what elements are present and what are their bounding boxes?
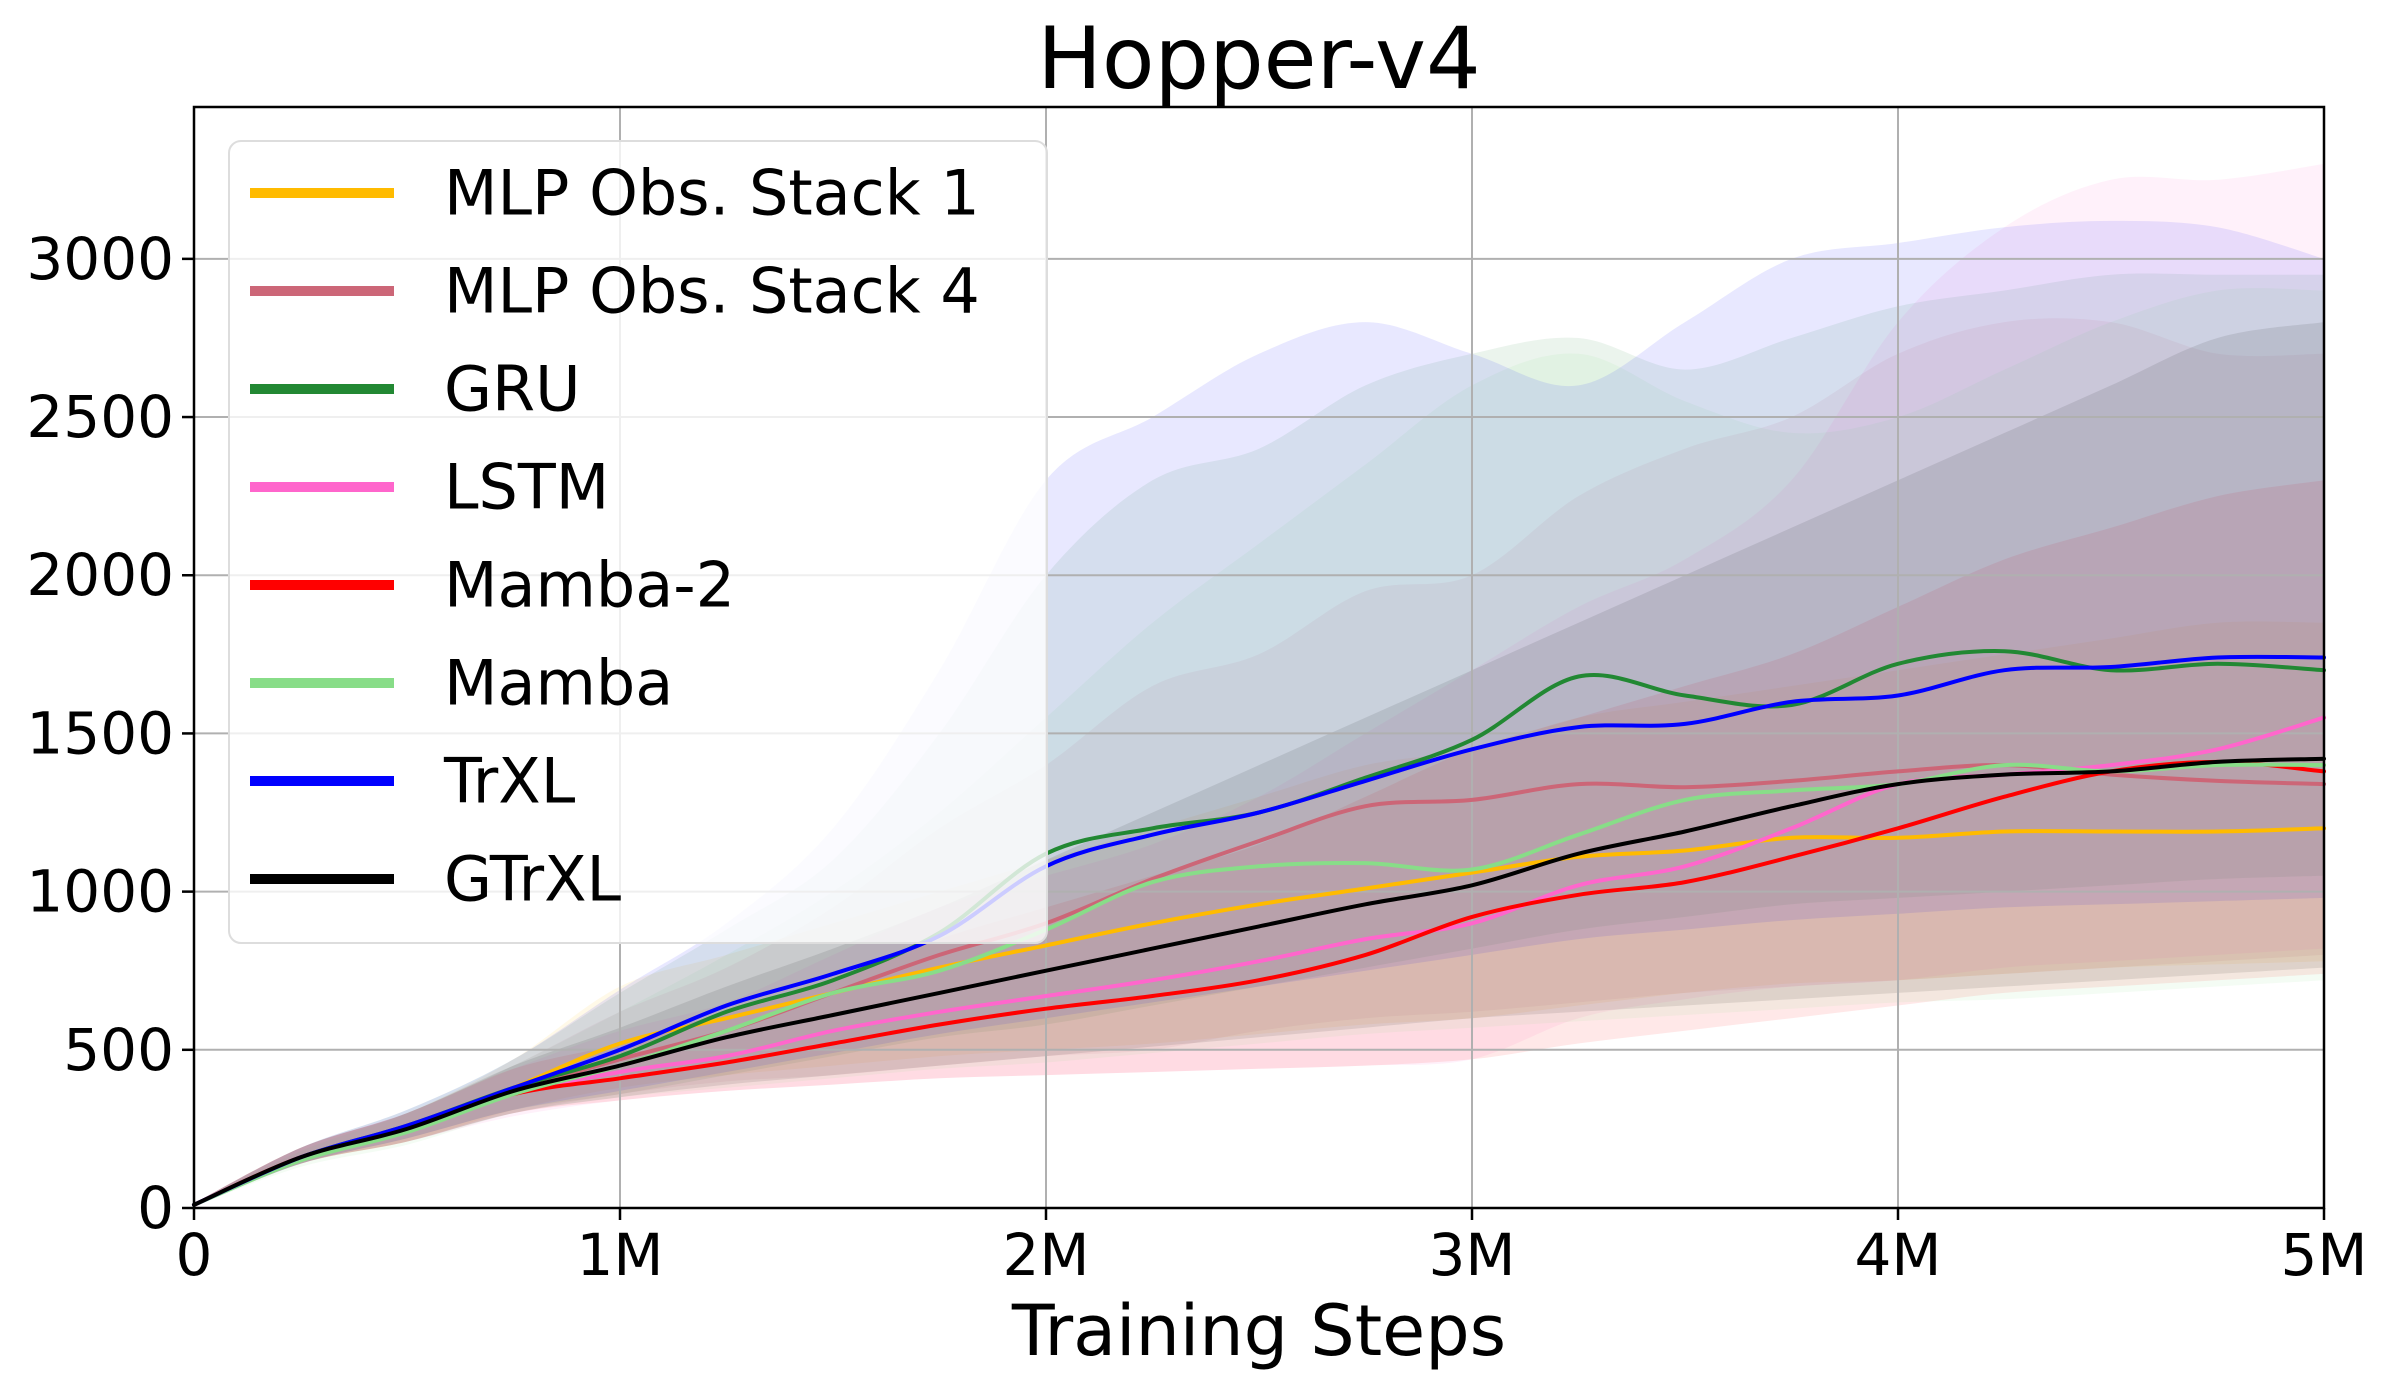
x-tick-label: 0 [176,1221,213,1289]
series-line-7 [192,756,2326,1207]
x-axis-label: Training Steps [1011,1290,1506,1372]
series-line-0 [192,826,2326,1207]
legend-label: GRU [444,353,581,426]
legend-frame [228,140,1048,944]
confidence-band-6 [194,220,2324,1207]
y-tick-label: 3000 [26,225,174,293]
series-lines [192,649,2326,1207]
confidence-band-0 [194,621,2324,1207]
legend: MLP Obs. Stack 1 MLP Obs. Stack 4 GRU LSTM M… [228,140,1048,944]
legend-label: Mamba-2 [444,549,735,622]
confidence-bands [194,163,2324,1207]
confidence-band-5 [194,288,2324,1207]
y-tick-label: 2500 [26,383,174,451]
confidence-band-4 [194,480,2324,1207]
y-tick-label: 1000 [26,858,174,926]
x-tick-label: 5M [2281,1221,2368,1289]
legend-label: LSTM [444,451,609,524]
x-tick-label: 1M [577,1221,664,1289]
confidence-band-1 [194,318,2324,1207]
y-tick-label: 1500 [26,699,174,767]
y-tick-label: 2000 [26,541,174,609]
legend-items: MLP Obs. Stack 1 MLP Obs. Stack 4 GRU LSTM M… [250,157,980,916]
legend-label: GTrXL [444,843,622,916]
legend-label: MLP Obs. Stack 4 [444,255,980,328]
series-line-6 [192,654,2326,1207]
legend-label: MLP Obs. Stack 1 [444,157,980,230]
x-tick-label: 4M [1855,1221,1942,1289]
x-tick-label: 3M [1429,1221,1516,1289]
plot-frame [192,105,2326,1210]
axis-ticks: 0 1M 2M 3M 4M 5M 0 500 1000 1500 2000 2500 3000 [26,225,2367,1289]
confidence-band-2 [194,273,2324,1207]
legend-label: Mamba [444,647,673,720]
series-line-5 [192,762,2326,1207]
x-tick-label: 2M [1003,1221,1090,1289]
y-tick-label: 0 [137,1174,174,1242]
confidence-band-3 [194,163,2324,1207]
y-tick-label: 500 [63,1016,174,1084]
legend-label: TrXL [443,745,576,818]
series-line-4 [192,759,2326,1207]
chart-title: Hopper-v4 [1037,9,1481,109]
confidence-band-7 [194,322,2324,1207]
